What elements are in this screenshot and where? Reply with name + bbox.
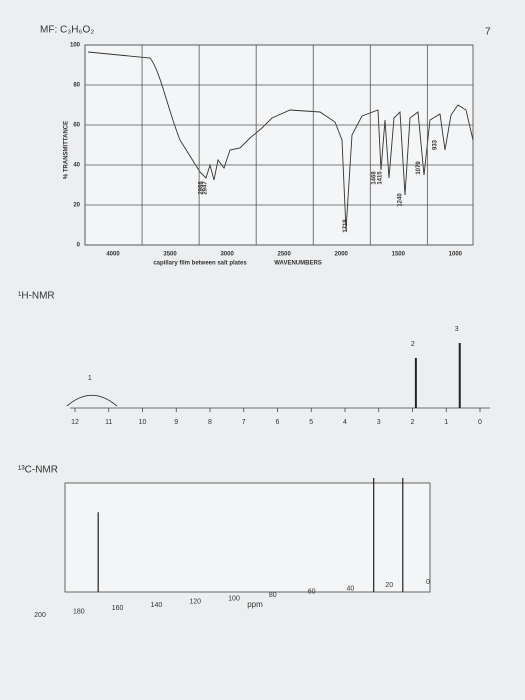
x-tick-label: 2000 — [335, 252, 349, 258]
x-tick-label: 1500 — [392, 252, 406, 258]
x-tick-label: 100 — [228, 595, 240, 602]
peak-label: 2 — [411, 341, 415, 348]
y-tick-label: 0 — [77, 243, 81, 249]
y-tick-label: 100 — [70, 43, 81, 49]
x-tick-label: 3000 — [220, 252, 234, 258]
x-tick-label: 20 — [385, 582, 393, 589]
x-tick-label: 4000 — [106, 252, 120, 258]
x-tick-label: 180 — [73, 609, 85, 616]
x-tick-label: 3 — [377, 419, 381, 426]
c-nmr-frame — [64, 482, 431, 593]
peak-label: 933 — [433, 139, 439, 150]
x-tick-label: 11 — [105, 419, 112, 426]
x-tick-label: 7 — [242, 419, 246, 426]
peak-label: 1468 — [372, 171, 378, 185]
peak — [66, 394, 118, 407]
x-tick-label: 0 — [426, 579, 430, 586]
ir-trace — [87, 51, 474, 231]
peak-label: 1240 — [398, 193, 404, 207]
formula: MF: C₃H₆O₂ — [40, 25, 94, 36]
y-tick-label: 60 — [73, 123, 80, 129]
x-tick-label: 5 — [309, 419, 313, 426]
y-tick-label: 80 — [73, 83, 80, 89]
peak-label: 1415 — [378, 171, 384, 185]
x-tick-label: 140 — [151, 602, 163, 609]
x-tick-label: 160 — [112, 605, 124, 612]
x-tick-label: 120 — [189, 599, 201, 606]
peak-label: 1 — [88, 375, 92, 382]
x-tick-label: 1000 — [449, 252, 463, 258]
x-tick-label: 2 — [411, 419, 415, 426]
c-nmr-x-label: ppm — [247, 600, 263, 609]
c-nmr-title: ¹³C-NMR — [18, 465, 58, 476]
x-tick-label: 40 — [347, 585, 355, 592]
x-tick-label: 200 — [34, 612, 46, 619]
x-tick-label: 6 — [276, 419, 280, 426]
x-tick-label: 10 — [139, 419, 147, 426]
y-tick-label: 40 — [73, 163, 80, 169]
peak-label: 1079 — [416, 161, 422, 175]
x-tick-label: 4 — [343, 419, 347, 426]
peak-label: 3 — [455, 326, 459, 333]
x-tick-label: 9 — [174, 419, 178, 426]
x-tick-label: 8 — [208, 419, 212, 426]
ir-x-label: WAVENUMBERS — [274, 261, 322, 267]
ir-y-label: % TRANSMITTANCE — [64, 121, 70, 179]
x-tick-label: 2500 — [277, 252, 291, 258]
ir-note: capillary film between salt plates — [153, 261, 247, 267]
x-tick-label: 0 — [478, 419, 482, 426]
page-number: 7 — [485, 27, 491, 38]
x-tick-label: 1 — [444, 419, 448, 426]
h-nmr-title: ¹H-NMR — [18, 291, 55, 302]
peak-label: 1718 — [343, 219, 349, 233]
x-tick-label: 60 — [308, 589, 316, 596]
peak-label: 2947 — [203, 181, 209, 195]
x-tick-label: 80 — [269, 592, 277, 599]
ir-frame — [84, 44, 474, 246]
x-tick-label: 12 — [71, 419, 79, 426]
peak-label: 2986 — [198, 181, 204, 195]
x-tick-label: 3500 — [163, 252, 177, 258]
y-tick-label: 20 — [73, 203, 80, 209]
